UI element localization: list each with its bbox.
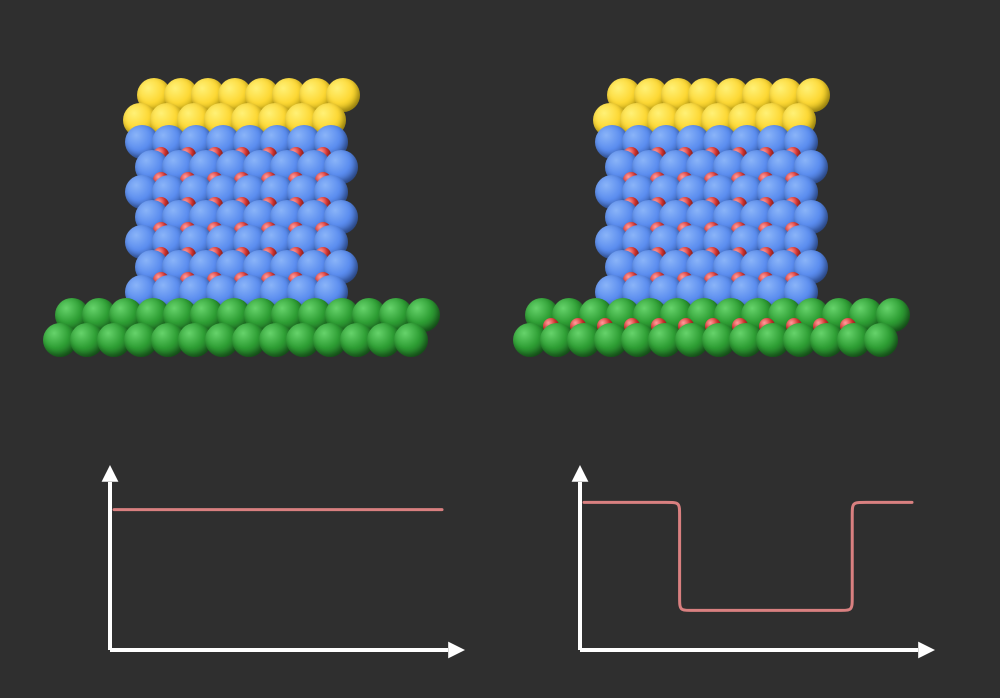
y-axis-arrow xyxy=(572,465,589,482)
atom-green xyxy=(394,323,428,357)
data-curve xyxy=(584,502,912,610)
panel-left xyxy=(0,0,500,698)
panel-right xyxy=(500,0,1000,698)
y-axis-arrow xyxy=(102,465,119,482)
x-axis-arrow xyxy=(448,642,465,659)
atom-green xyxy=(864,323,898,357)
graph xyxy=(560,460,950,680)
graph xyxy=(90,460,480,680)
x-axis-arrow xyxy=(918,642,935,659)
